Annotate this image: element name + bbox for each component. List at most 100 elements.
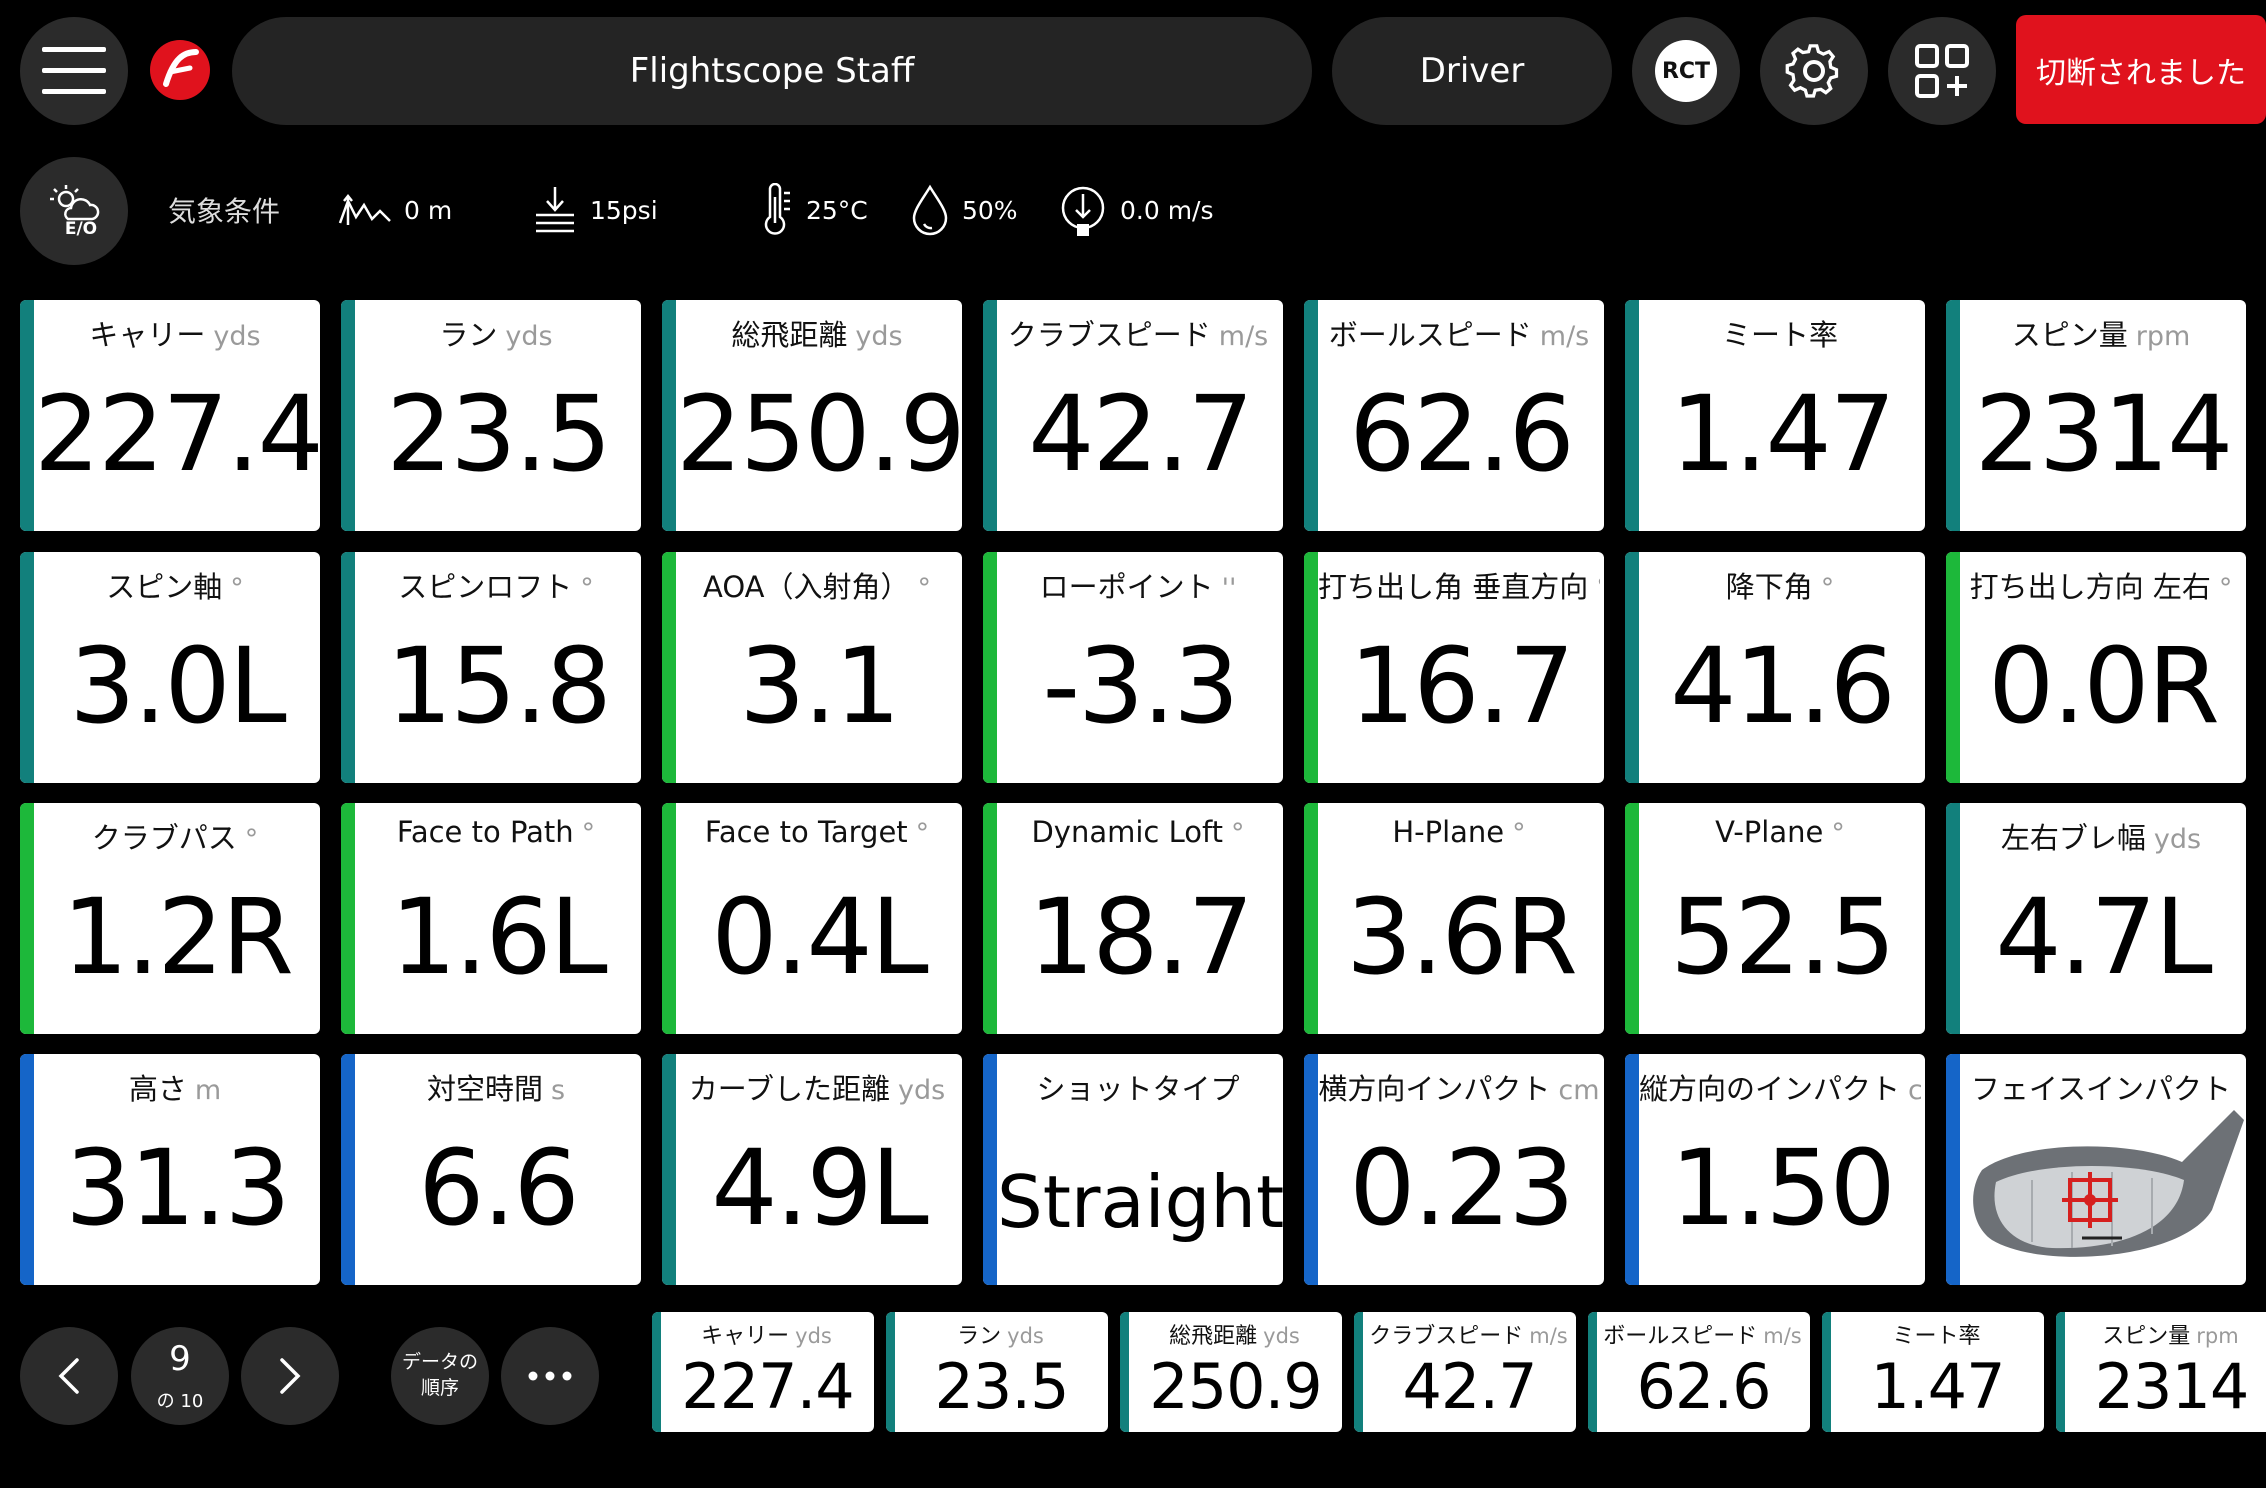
metric-header: ボールスピード m/s <box>1318 312 1600 354</box>
metric-header: カーブした距離 yds <box>676 1066 958 1108</box>
metric-unit: ° <box>917 573 931 604</box>
data-order-button[interactable]: データの 順序 <box>391 1327 489 1425</box>
metric-category-bar <box>1625 803 1639 1034</box>
summary-value: 62.6 <box>1636 1350 1771 1423</box>
weather-button[interactable]: E/O <box>20 157 128 265</box>
summary-tile[interactable]: スピン量 rpm 2314 <box>2056 1312 2266 1432</box>
metric-label: 高さ <box>128 1072 187 1106</box>
humidity-reading: 50% <box>910 184 1018 236</box>
chevron-left-icon <box>58 1358 79 1394</box>
metric-unit: ° <box>580 573 594 604</box>
metric-tile[interactable]: ローポイント '' -3.3 <box>983 552 1283 783</box>
metric-unit: s <box>550 1075 566 1106</box>
more-options-button[interactable] <box>501 1327 599 1425</box>
metric-tile[interactable]: Dynamic Loft ° 18.7 <box>983 803 1283 1034</box>
metric-tile[interactable]: 総飛距離 yds 250.9 <box>662 300 962 531</box>
next-shot-button[interactable] <box>241 1327 339 1425</box>
metric-tile[interactable]: 左右ブレ幅 yds 4.7L <box>1946 803 2246 1034</box>
shot-page-indicator[interactable]: 9 の 10 <box>131 1327 229 1425</box>
metric-tile[interactable]: 高さ m 31.3 <box>20 1054 320 1285</box>
metric-header: クラブスピード m/s <box>997 312 1279 354</box>
metric-category-bar <box>983 300 997 531</box>
metric-tile[interactable]: 降下角 ° 41.6 <box>1625 552 1925 783</box>
summary-value: 2314 <box>2094 1350 2250 1423</box>
metric-tile[interactable]: 打ち出し方向 左右 ° 0.0R <box>1946 552 2246 783</box>
metric-tile[interactable]: AOA（入射角） ° 3.1 <box>662 552 962 783</box>
summary-label: ラン <box>957 1324 1002 1349</box>
metric-tile[interactable]: スピン量 rpm 2314 <box>1946 300 2246 531</box>
metric-tile[interactable]: クラブパス ° 1.2R <box>20 803 320 1034</box>
metric-unit: yds <box>855 321 903 352</box>
summary-tile[interactable]: クラブスピード m/s 42.7 <box>1354 1312 1576 1432</box>
metric-header: フェイスインパクト <box>1960 1066 2242 1108</box>
club-name: Driver <box>1419 51 1525 91</box>
club-selector[interactable]: Driver <box>1332 17 1612 125</box>
player-selector[interactable]: Flightscope Staff <box>232 17 1312 125</box>
metric-tile[interactable]: ラン yds 23.5 <box>341 300 641 531</box>
metric-tile[interactable]: V-Plane ° 52.5 <box>1625 803 1925 1034</box>
connection-status-button[interactable]: 切断されました <box>2016 15 2266 124</box>
summary-tile[interactable]: ボールスピード m/s 62.6 <box>1588 1312 1810 1432</box>
previous-shot-button[interactable] <box>20 1327 118 1425</box>
layout-button[interactable] <box>1888 17 1996 125</box>
metric-tile[interactable]: Face to Target ° 0.4L <box>662 803 962 1034</box>
metric-tile[interactable]: キャリー yds 227.4 <box>20 300 320 531</box>
metric-category-bar <box>662 552 676 783</box>
metric-tile[interactable]: スピンロフト ° 15.8 <box>341 552 641 783</box>
metric-tile[interactable]: カーブした距離 yds 4.9L <box>662 1054 962 1285</box>
metric-header: 総飛距離 yds <box>676 312 958 354</box>
metric-value: 4.9L <box>711 1127 928 1249</box>
wind-value: 0.0 m/s <box>1120 195 1214 225</box>
metric-label: Dynamic Loft <box>1031 815 1224 849</box>
summary-header: ラン yds <box>895 1318 1106 1350</box>
metric-category-bar <box>1304 300 1318 531</box>
metric-tile[interactable]: フェイスインパクト <box>1946 1054 2246 1285</box>
settings-button[interactable] <box>1760 17 1868 125</box>
metric-unit: ° <box>1820 573 1835 604</box>
metric-category-bar <box>20 552 34 783</box>
metric-tile[interactable]: Face to Path ° 1.6L <box>341 803 641 1034</box>
metric-category-bar <box>983 1054 997 1285</box>
metric-header: 打ち出し角 垂直方向° <box>1318 564 1600 606</box>
metric-header: ミート率 <box>1639 312 1921 354</box>
metric-value: 250.9 <box>676 373 962 495</box>
metric-header: V-Plane ° <box>1639 815 1921 849</box>
summary-tile[interactable]: ミート率 1.47 <box>1822 1312 2044 1432</box>
metric-unit: cm <box>1908 1075 1921 1106</box>
metric-tile[interactable]: スピン軸 ° 3.0L <box>20 552 320 783</box>
metric-category-bar <box>1304 1054 1318 1285</box>
metric-unit: m <box>194 1075 222 1106</box>
metric-category-bar <box>662 300 676 531</box>
metric-header: 左右ブレ幅 yds <box>1960 815 2242 857</box>
metric-label: キャリー <box>89 318 206 352</box>
metric-header: H-Plane ° <box>1318 815 1600 849</box>
metric-unit: ° <box>2218 573 2233 604</box>
summary-tile[interactable]: 総飛距離 yds 250.9 <box>1120 1312 1342 1432</box>
summary-category-bar <box>652 1312 661 1432</box>
metric-unit: yds <box>2153 824 2202 855</box>
metric-tile[interactable]: ショットタイプ Straight <box>983 1054 1283 1285</box>
grid-add-icon <box>1915 44 1969 98</box>
metric-tile[interactable]: ミート率 1.47 <box>1625 300 1925 531</box>
metric-tile[interactable]: H-Plane ° 3.6R <box>1304 803 1604 1034</box>
metric-value: 16.7 <box>1349 625 1575 747</box>
metric-tile[interactable]: クラブスピード m/s 42.7 <box>983 300 1283 531</box>
metric-header: 高さ m <box>34 1066 316 1108</box>
metric-tile[interactable]: 対空時間 s 6.6 <box>341 1054 641 1285</box>
metric-label: 降下角 <box>1725 570 1813 604</box>
summary-category-bar <box>2056 1312 2065 1432</box>
summary-tile[interactable]: キャリー yds 227.4 <box>652 1312 874 1432</box>
metric-tile[interactable]: ボールスピード m/s 62.6 <box>1304 300 1604 531</box>
rct-button[interactable]: RCT <box>1632 17 1740 125</box>
metric-tile[interactable]: 打ち出し角 垂直方向° 16.7 <box>1304 552 1604 783</box>
metric-label: クラブパス <box>91 821 237 855</box>
menu-button[interactable] <box>20 17 128 125</box>
metric-tile[interactable]: 縦方向のインパクトcm 1.50 <box>1625 1054 1925 1285</box>
metric-category-bar <box>341 803 355 1034</box>
metric-label: H-Plane <box>1392 815 1505 849</box>
summary-header: 総飛距離 yds <box>1129 1318 1340 1350</box>
summary-tile[interactable]: ラン yds 23.5 <box>886 1312 1108 1432</box>
metric-unit: '' <box>1221 573 1237 604</box>
metric-tile[interactable]: 横方向インパクト cm 0.23 <box>1304 1054 1604 1285</box>
thermometer-icon <box>764 183 790 235</box>
